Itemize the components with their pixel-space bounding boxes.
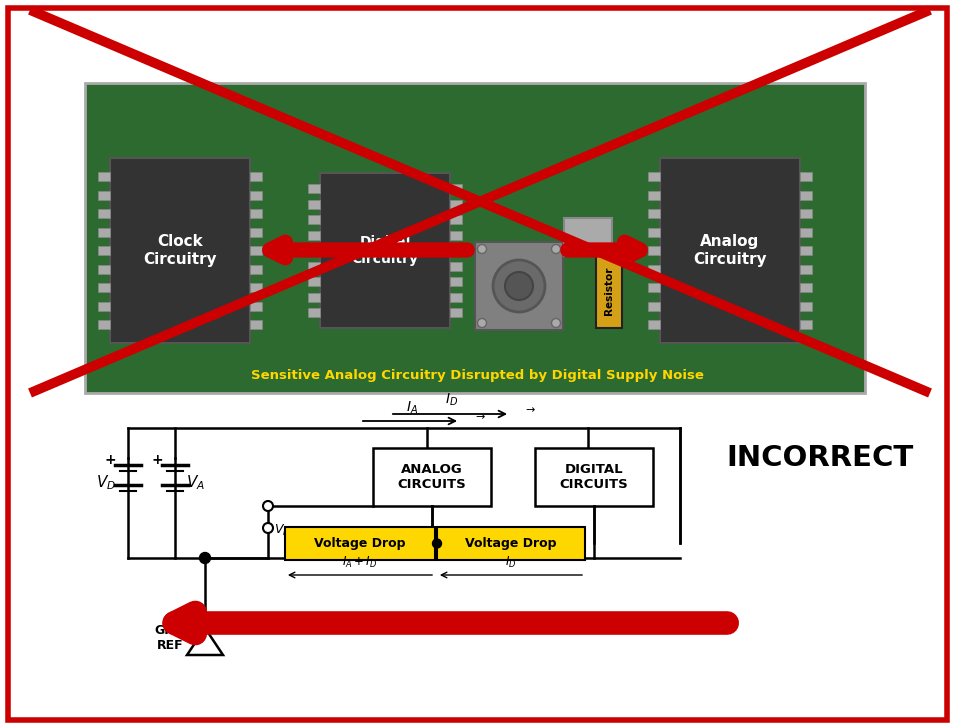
Bar [450, 293, 462, 301]
Bar [800, 301, 812, 311]
Text: $V_A$: $V_A$ [185, 474, 204, 492]
Text: Voltage Drop: Voltage Drop [465, 537, 557, 550]
Text: $V_{IN}$: $V_{IN}$ [274, 523, 293, 537]
Text: ANALOG
CIRCUITS: ANALOG CIRCUITS [397, 463, 466, 491]
Circle shape [263, 501, 273, 511]
Bar [450, 308, 462, 317]
Bar [98, 264, 110, 274]
Bar [800, 191, 812, 199]
Bar [660, 158, 800, 343]
Bar [564, 218, 612, 256]
Bar [250, 227, 262, 237]
Bar [475, 242, 563, 330]
Bar [450, 246, 462, 255]
Bar [308, 277, 320, 286]
Bar [250, 246, 262, 255]
Bar [648, 283, 660, 292]
Bar [308, 261, 320, 271]
Bar [648, 227, 660, 237]
Bar [98, 283, 110, 292]
Bar [800, 246, 812, 255]
Circle shape [263, 523, 273, 533]
Bar [98, 209, 110, 218]
Bar [250, 172, 262, 181]
Bar [535, 448, 653, 506]
Bar [437, 527, 585, 560]
Bar [98, 172, 110, 181]
Bar [450, 277, 462, 286]
Circle shape [493, 260, 545, 312]
Bar [450, 199, 462, 208]
Bar [250, 191, 262, 199]
Text: $I_A$: $I_A$ [406, 400, 418, 416]
Bar [308, 215, 320, 224]
Text: $I_D$: $I_D$ [445, 392, 458, 408]
Bar [648, 320, 660, 329]
Bar [250, 283, 262, 292]
Bar [800, 320, 812, 329]
Bar [648, 246, 660, 255]
Bar [250, 301, 262, 311]
Text: →: → [525, 405, 535, 415]
Bar [98, 320, 110, 329]
Text: GND
REF: GND REF [155, 624, 185, 652]
Text: Analog
Circuitry: Analog Circuitry [693, 234, 767, 266]
Text: Voltage Drop: Voltage Drop [314, 537, 406, 550]
Bar [800, 283, 812, 292]
Circle shape [551, 245, 561, 253]
Text: +: + [151, 453, 162, 467]
Bar [250, 264, 262, 274]
Bar [308, 199, 320, 208]
Bar [648, 172, 660, 181]
Circle shape [200, 553, 210, 563]
Circle shape [433, 539, 441, 548]
Bar [98, 246, 110, 255]
Text: +: + [104, 453, 116, 467]
Bar [648, 209, 660, 218]
Circle shape [551, 319, 561, 328]
Circle shape [478, 245, 486, 253]
Bar [320, 173, 450, 328]
Bar [308, 246, 320, 255]
Bar [308, 293, 320, 301]
Bar [98, 191, 110, 199]
Bar [450, 184, 462, 193]
Bar [800, 227, 812, 237]
Bar [800, 264, 812, 274]
Text: $V_D$: $V_D$ [96, 474, 117, 492]
Bar [308, 184, 320, 193]
Bar [648, 301, 660, 311]
Bar [250, 209, 262, 218]
Text: DIGITAL
CIRCUITS: DIGITAL CIRCUITS [560, 463, 628, 491]
Bar [98, 227, 110, 237]
Bar [285, 527, 435, 560]
Bar [800, 172, 812, 181]
Text: Sensitive Analog Circuitry Disrupted by Digital Supply Noise: Sensitive Analog Circuitry Disrupted by … [250, 370, 704, 382]
Bar [450, 215, 462, 224]
Bar [800, 209, 812, 218]
Text: →: → [476, 412, 485, 422]
Bar [596, 253, 622, 328]
Circle shape [505, 272, 533, 300]
Text: $I_A + I_D$: $I_A + I_D$ [342, 555, 377, 570]
Text: $I_D$: $I_D$ [505, 555, 517, 570]
Bar [98, 301, 110, 311]
Text: Resistor: Resistor [604, 266, 614, 314]
Bar [308, 308, 320, 317]
Circle shape [478, 319, 486, 328]
Bar [648, 264, 660, 274]
Bar [373, 448, 491, 506]
Text: Clock
Circuitry: Clock Circuitry [143, 234, 217, 266]
Bar [648, 191, 660, 199]
Bar [450, 231, 462, 240]
Text: INCORRECT: INCORRECT [727, 444, 914, 472]
Text: Digital
Circuitry: Digital Circuitry [351, 235, 418, 266]
Bar [110, 158, 250, 343]
Bar [85, 83, 865, 393]
Bar [308, 231, 320, 240]
Bar [450, 261, 462, 271]
Bar [250, 320, 262, 329]
